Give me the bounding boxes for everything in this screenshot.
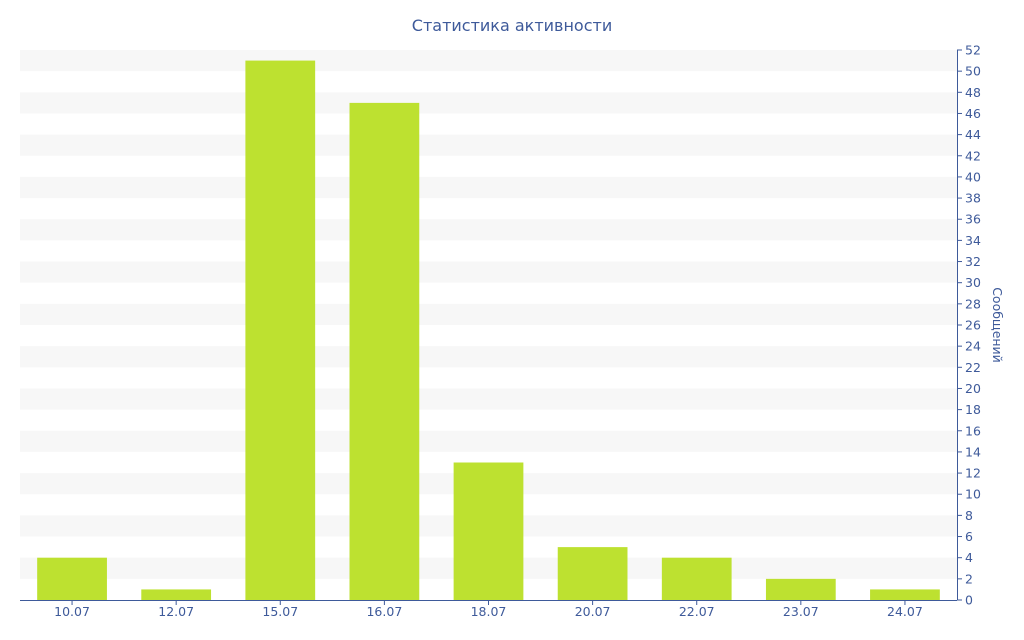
y-tick-label: 26	[965, 318, 981, 333]
bar-24.07	[870, 589, 940, 600]
x-tick-label: 20.07	[575, 604, 611, 619]
y-tick-label: 22	[965, 360, 981, 375]
grid-band	[20, 303, 957, 325]
y-tick-label: 30	[965, 275, 981, 290]
grid-band	[20, 219, 957, 241]
x-tick-label: 24.07	[887, 604, 923, 619]
y-tick-label: 20	[965, 381, 981, 396]
bar-20.07	[557, 547, 628, 600]
y-tick-label: 52	[965, 43, 981, 58]
y-tick-label: 14	[965, 444, 981, 459]
x-tick-label: 12.07	[158, 604, 194, 619]
x-tick-label: 23.07	[783, 604, 819, 619]
x-tick-label: 16.07	[366, 604, 402, 619]
y-tick-label: 10	[965, 487, 981, 502]
y-tick-label: 32	[965, 254, 981, 269]
grid-band	[20, 346, 957, 368]
y-axis-label: Сообщений	[990, 287, 1005, 363]
grid-band	[20, 261, 957, 283]
bar-15.07	[245, 60, 316, 601]
x-tick-label: 10.07	[54, 604, 90, 619]
x-axis: 10.07 12.07 15.07 16.07 18.07 20.07 22.07 23.07…	[20, 600, 957, 619]
y-tick-label: 12	[965, 466, 981, 481]
y-tick-label: 24	[965, 339, 981, 354]
y-tick-label: 16	[965, 423, 981, 438]
bar-22.07	[661, 557, 732, 600]
bar-16.07	[349, 102, 420, 600]
grid-band	[20, 50, 957, 72]
bars	[37, 60, 940, 601]
x-tick-label: 15.07	[262, 604, 298, 619]
y-tick-label: 18	[965, 402, 981, 417]
y-tick-label: 36	[965, 212, 981, 227]
y-tick-label: 4	[965, 550, 973, 565]
x-tick-label: 22.07	[679, 604, 715, 619]
y-tick-label: 34	[965, 233, 981, 248]
y-tick-label: 46	[965, 106, 981, 121]
y-tick-label: 50	[965, 64, 981, 79]
y-tick-label: 38	[965, 191, 981, 206]
y-tick-label: 48	[965, 85, 981, 100]
grid-band	[20, 92, 957, 114]
bar-12.07	[141, 589, 212, 600]
y-tick-label: 28	[965, 296, 981, 311]
y-axis: 0246810121416182022242628303234363840424…	[957, 43, 981, 608]
bar-23.07	[765, 578, 836, 600]
y-tick-label: 2	[965, 571, 973, 586]
grid-band	[20, 430, 957, 452]
grid-band	[20, 388, 957, 410]
x-tick-label: 18.07	[471, 604, 507, 619]
grid-band	[20, 134, 957, 156]
y-tick-label: 0	[965, 593, 973, 608]
y-tick-label: 6	[965, 529, 973, 544]
chart-title: Статистика активности	[412, 16, 612, 35]
y-tick-label: 42	[965, 148, 981, 163]
bar-10.07	[37, 557, 107, 600]
y-tick-label: 44	[965, 127, 981, 142]
y-tick-label: 40	[965, 169, 981, 184]
y-tick-label: 8	[965, 508, 973, 523]
bar-18.07	[453, 462, 524, 600]
grid-band	[20, 176, 957, 199]
